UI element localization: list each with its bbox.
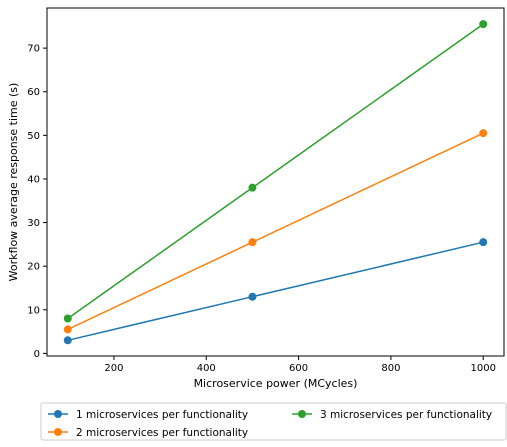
legend-marker <box>54 410 62 418</box>
legend-label: 1 microservices per functionality <box>76 409 248 421</box>
legend-item: 1 microservices per functionality <box>48 409 248 421</box>
y-tick-label: 60 <box>27 87 40 98</box>
x-tick-label: 1000 <box>471 363 496 374</box>
x-axis-label: Microservice power (MCycles) <box>194 377 358 390</box>
legend-item: 2 microservices per functionality <box>48 427 248 439</box>
legend-marker <box>54 428 62 436</box>
plot-frame <box>46 7 505 357</box>
legend-frame <box>40 402 507 441</box>
series-line <box>67 132 484 331</box>
data-point <box>248 292 257 301</box>
data-point <box>63 336 72 345</box>
legend-label: 3 microservices per functionality <box>320 409 492 421</box>
y-axis-label: Workflow average response time (s) <box>7 83 20 282</box>
x-tick-label: 400 <box>197 363 216 374</box>
data-point <box>479 238 488 247</box>
legend-label: 2 microservices per functionality <box>76 427 248 439</box>
x-axis: 200 400 600 800 1000 <box>104 356 496 374</box>
plot-area <box>46 7 505 357</box>
data-point <box>248 238 257 247</box>
data-point <box>479 20 488 29</box>
x-tick-label: 800 <box>381 363 400 374</box>
y-tick-label: 40 <box>27 174 40 185</box>
series-2 <box>63 129 488 334</box>
x-tick-label: 200 <box>104 363 123 374</box>
y-tick-label: 70 <box>27 44 40 55</box>
y-axis: 0 10 20 30 40 50 60 70 <box>27 44 47 360</box>
y-tick-label: 30 <box>27 218 40 229</box>
series-layer <box>63 20 488 345</box>
y-tick-label: 20 <box>27 262 40 273</box>
y-tick-label: 10 <box>27 305 40 316</box>
legend: 1 microservices per functionality 2 micro… <box>40 402 507 441</box>
series-line <box>67 23 484 320</box>
series-line <box>67 241 484 342</box>
y-tick-label: 0 <box>34 349 40 360</box>
data-point <box>63 325 72 334</box>
data-point <box>63 314 72 323</box>
data-point <box>479 129 488 138</box>
legend-marker <box>298 410 306 418</box>
y-tick-label: 50 <box>27 131 40 142</box>
legend-item: 3 microservices per functionality <box>292 409 492 421</box>
data-point <box>248 183 257 192</box>
x-tick-label: 600 <box>289 363 308 374</box>
series-1 <box>63 238 488 345</box>
series-3 <box>63 20 488 323</box>
